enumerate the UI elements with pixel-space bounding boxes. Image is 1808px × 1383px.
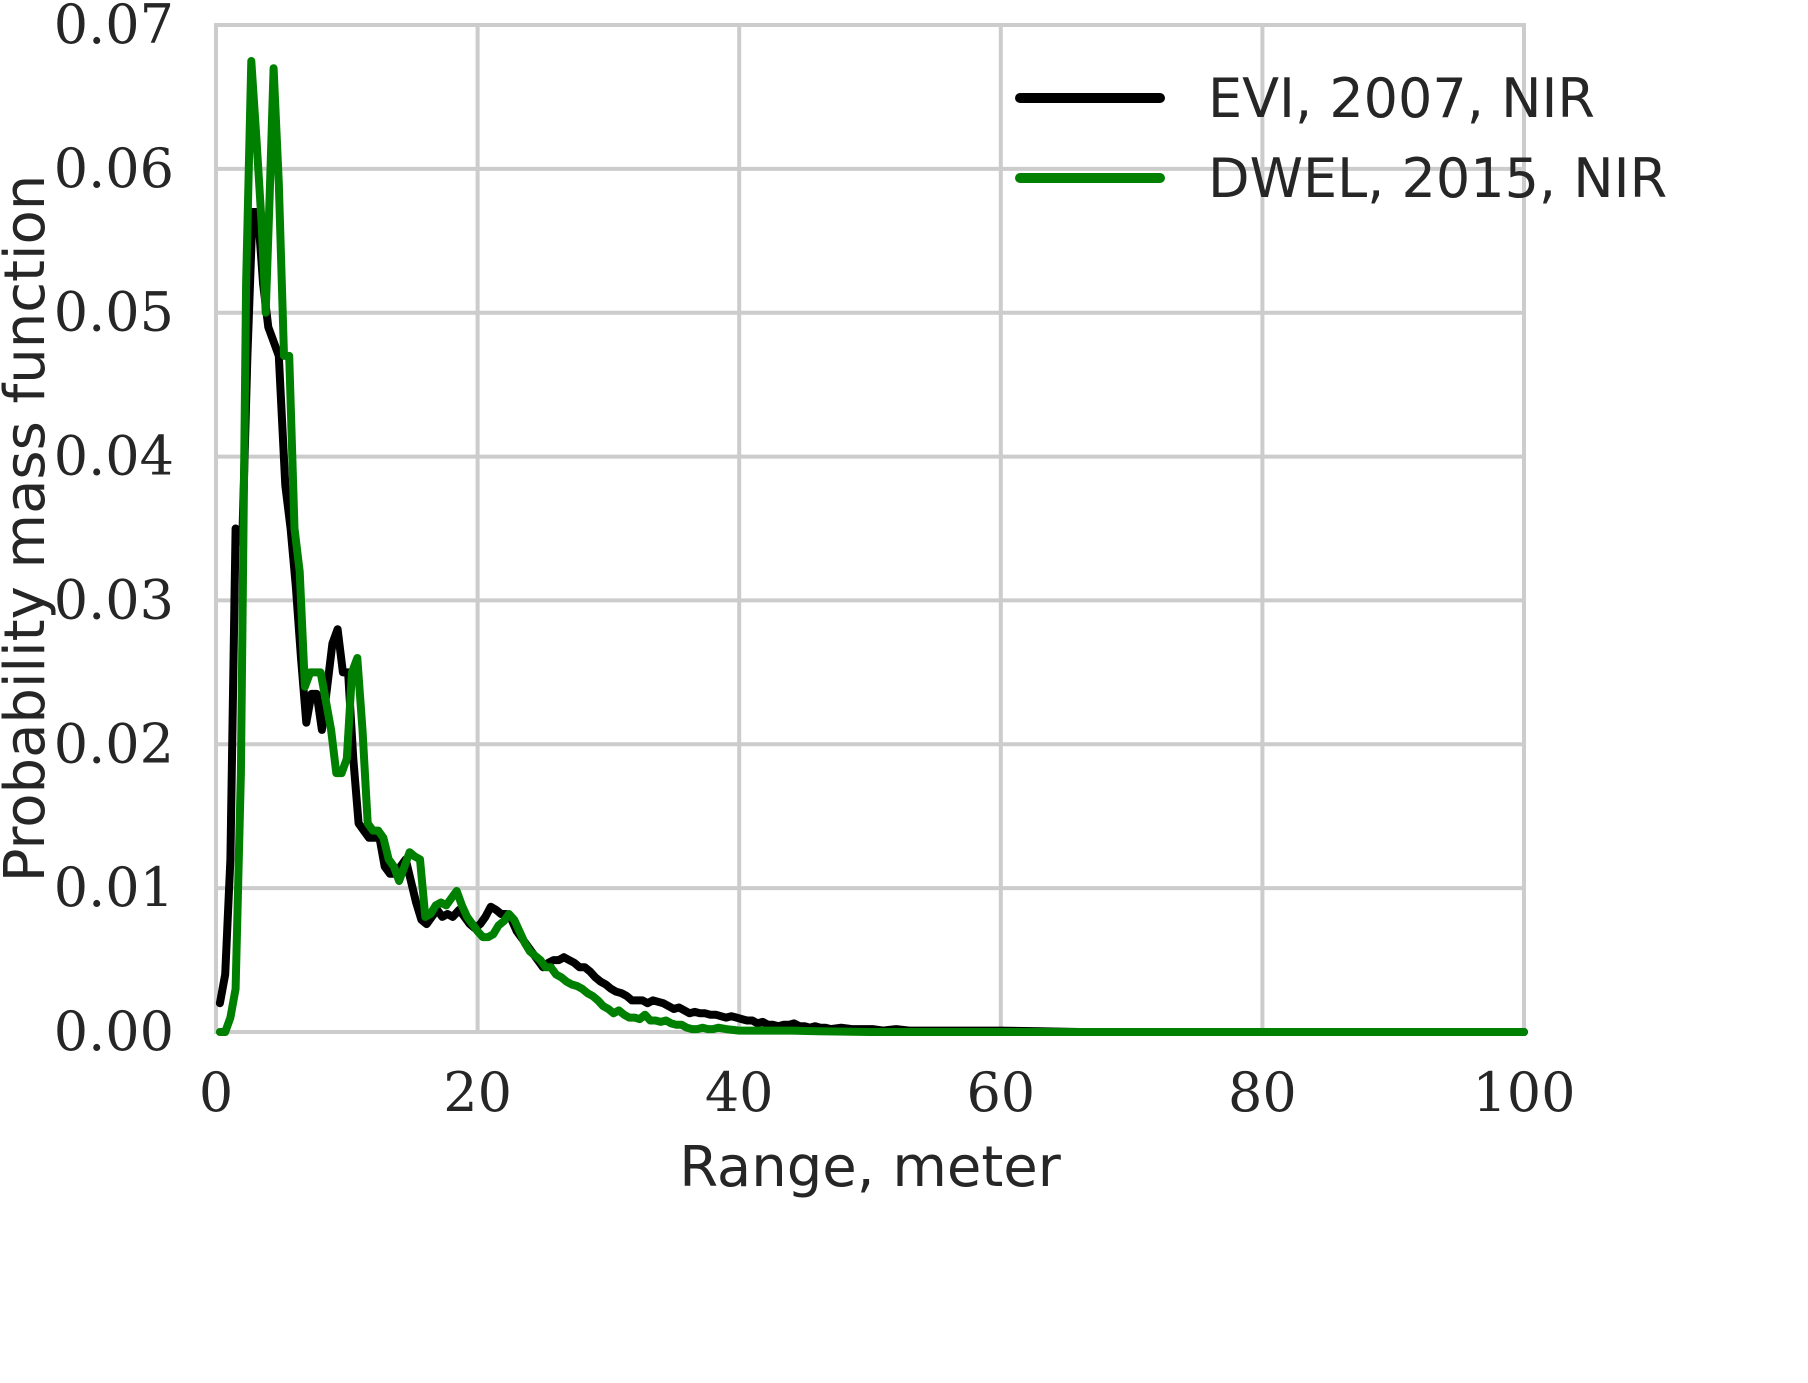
x-tick-label: 60 <box>966 1061 1035 1124</box>
y-tick-label: 0.04 <box>54 425 174 488</box>
series-layer <box>215 57 1528 1036</box>
y-axis-ticks: 0.00 0.01 0.02 0.03 0.04 0.05 0.06 0.07 <box>54 0 174 1063</box>
legend-label-2: DWEL, 2015, NIR <box>1208 147 1667 210</box>
x-tick-label: 40 <box>705 1061 774 1124</box>
series-line-1 <box>215 208 1528 1036</box>
y-tick-label: 0.01 <box>54 856 174 919</box>
y-tick-label: 0.03 <box>54 568 174 631</box>
x-tick-label: 20 <box>443 1061 512 1124</box>
x-tick-label: 80 <box>1228 1061 1297 1124</box>
y-tick-label: 0.00 <box>54 1000 174 1063</box>
legend: EVI, 2007, NIR DWEL, 2015, NIR <box>1015 67 1667 210</box>
y-tick-label: 0.02 <box>54 712 174 775</box>
y-tick-label: 0.05 <box>54 281 174 344</box>
legend-label-1: EVI, 2007, NIR <box>1208 67 1595 130</box>
y-tick-label: 0.06 <box>54 137 174 200</box>
series-line-2 <box>215 57 1528 1036</box>
x-tick-label: 100 <box>1472 1061 1575 1124</box>
x-axis-ticks: 0 20 40 60 80 100 <box>199 1061 1576 1124</box>
y-axis-title: Probability mass function <box>0 175 58 883</box>
x-tick-label: 0 <box>199 1061 233 1124</box>
x-axis-title: Range, meter <box>679 1135 1062 1200</box>
y-tick-label: 0.07 <box>54 0 174 56</box>
